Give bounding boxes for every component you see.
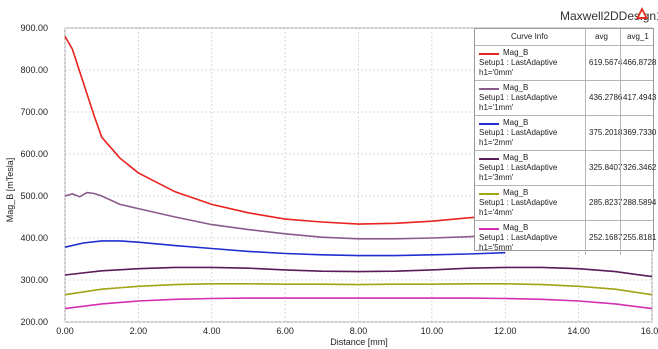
y-tick-label: 800.00 [20, 65, 48, 75]
legend-curve-param: h1='2mm' [479, 138, 514, 147]
legend-avg: 325.8407 [589, 163, 623, 172]
legend-table: Curve Info avg avg_1 Mag_B Setup1 : LastA… [474, 28, 657, 255]
legend-avg-1: 326.3462 [623, 163, 657, 172]
series-line [64, 297, 653, 310]
legend-avg-1: 288.5894 [623, 198, 657, 207]
series-line [64, 35, 506, 225]
legend-swatch [479, 193, 499, 195]
legend-curve-name: Mag_B [503, 188, 529, 197]
legend-avg-1: 369.7330 [623, 128, 657, 137]
y-tick-label: 700.00 [20, 107, 48, 117]
legend-curve-param: h1='1mm' [479, 103, 514, 112]
legend-curve-name: Mag_B [503, 223, 529, 232]
legend-curve-source: Setup1 : LastAdaptive [479, 58, 558, 67]
x-axis: 0.00 2.00 4.00 6.00 8.00 10.00 12.00 14.00 16.00 [56, 326, 658, 336]
legend-curve-source: Setup1 : LastAdaptive [479, 198, 558, 207]
design-title: Maxwell2DDesign1 [560, 9, 658, 23]
legend-swatch [479, 158, 499, 160]
x-tick-label: 4.00 [203, 326, 221, 336]
y-tick-label: 900.00 [20, 23, 48, 33]
y-tick-label: 600.00 [20, 149, 48, 159]
x-tick-label: 12.00 [494, 326, 517, 336]
series-lines [64, 35, 653, 310]
ansoft-triangle-icon [636, 7, 648, 19]
header-avg-1: avg_1 [627, 32, 649, 41]
x-tick-label: 0.00 [56, 326, 74, 336]
legend-row: Mag_B Setup1 : LastAdaptive h1='2mm' 375.20… [475, 116, 657, 151]
series-line [64, 191, 506, 240]
legend-swatch [479, 228, 499, 230]
x-tick-label: 2.00 [130, 326, 148, 336]
legend-avg: 285.8237 [589, 198, 623, 207]
legend-curve-param: h1='5mm' [479, 243, 514, 252]
series-line [64, 282, 653, 296]
x-tick-label: 16.00 [641, 326, 658, 336]
legend-curve-param: h1='4mm' [479, 208, 514, 217]
legend-row: Mag_B Setup1 : LastAdaptive h1='1mm' 436.27… [475, 81, 657, 116]
legend-curve-name: Mag_B [503, 153, 529, 162]
series-line [64, 266, 653, 278]
legend-avg-1: 255.8181 [623, 233, 657, 242]
legend-swatch [479, 53, 499, 55]
legend-curve-name: Mag_B [503, 48, 529, 57]
legend-swatch [479, 123, 499, 125]
legend-curve-source: Setup1 : LastAdaptive [479, 93, 558, 102]
legend-avg: 619.5674 [589, 58, 623, 67]
legend-row: Mag_B Setup1 : LastAdaptive h1='4mm' 285.82… [475, 186, 657, 221]
legend-row: Mag_B Setup1 : LastAdaptive h1='0mm' 619.56… [475, 46, 657, 81]
legend-header: Curve Info avg avg_1 [475, 29, 653, 46]
header-curve-info: Curve Info [511, 32, 548, 41]
y-axis-label: Mag_B [mTesla] [5, 158, 15, 223]
legend-curve-source: Setup1 : LastAdaptive [479, 128, 558, 137]
legend-curve-name: Mag_B [503, 118, 529, 127]
legend-avg-1: 466.8728 [623, 58, 657, 67]
y-tick-label: 200.00 [20, 317, 48, 327]
legend-row: Mag_B Setup1 : LastAdaptive h1='3mm' 325.84… [475, 151, 657, 186]
legend-curve-param: h1='3mm' [479, 173, 514, 182]
x-tick-label: 10.00 [421, 326, 444, 336]
legend-swatch [479, 88, 499, 90]
legend-avg: 252.1687 [589, 233, 623, 242]
legend-avg-1: 417.4943 [623, 93, 657, 102]
series-line [64, 240, 506, 257]
x-tick-label: 14.00 [567, 326, 590, 336]
legend-row: Mag_B Setup1 : LastAdaptive h1='5mm' 252.16… [475, 221, 657, 255]
legend-curve-source: Setup1 : LastAdaptive [479, 163, 558, 172]
x-tick-label: 8.00 [350, 326, 368, 336]
y-axis: 200.00 300.00 400.00 500.00 600.00 700.00 800.… [20, 23, 48, 327]
legend-avg: 436.2786 [589, 93, 623, 102]
y-tick-label: 500.00 [20, 191, 48, 201]
legend-curve-source: Setup1 : LastAdaptive [479, 233, 558, 242]
legend-curve-name: Mag_B [503, 83, 529, 92]
header-avg: avg [595, 32, 608, 41]
y-tick-label: 300.00 [20, 275, 48, 285]
y-tick-label: 400.00 [20, 233, 48, 243]
x-tick-label: 6.00 [276, 326, 294, 336]
legend-curve-param: h1='0mm' [479, 68, 514, 77]
x-axis-label: Distance [mm] [330, 337, 388, 347]
legend-avg: 375.2018 [589, 128, 623, 137]
